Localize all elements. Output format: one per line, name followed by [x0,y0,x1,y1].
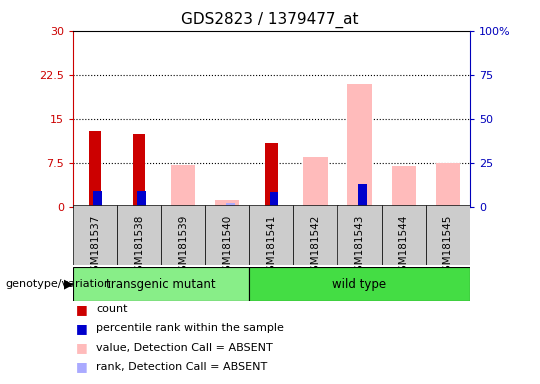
Text: GSM181539: GSM181539 [178,214,188,278]
Bar [205,205,249,265]
Text: value, Detection Call = ABSENT: value, Detection Call = ABSENT [96,343,273,353]
Bar [358,184,367,207]
Bar [73,267,249,301]
Bar [171,165,195,207]
Text: ▶: ▶ [64,278,73,291]
Bar [249,205,293,265]
Bar [293,205,338,265]
Text: GSM181538: GSM181538 [134,214,144,278]
Text: transgenic mutant: transgenic mutant [106,278,216,291]
Text: GSM181541: GSM181541 [266,214,276,278]
Bar [269,192,279,207]
Bar [265,142,278,207]
Text: GSM181544: GSM181544 [399,214,409,278]
Text: rank, Detection Call = ABSENT: rank, Detection Call = ABSENT [96,362,267,372]
Bar [426,205,470,265]
Bar [117,205,161,265]
Bar [436,163,460,207]
Text: GDS2823 / 1379477_at: GDS2823 / 1379477_at [181,12,359,28]
Text: GSM181537: GSM181537 [90,214,100,278]
Text: GSM181545: GSM181545 [443,214,453,278]
Bar [249,267,470,301]
Text: GSM181540: GSM181540 [222,214,232,278]
Bar [133,134,145,207]
Bar [382,205,426,265]
Bar [89,131,101,207]
Bar [215,200,239,207]
Text: count: count [96,304,127,314]
Text: percentile rank within the sample: percentile rank within the sample [96,323,284,333]
Bar [347,84,372,207]
Text: ■: ■ [76,303,87,316]
Bar [226,204,235,207]
Text: GSM181543: GSM181543 [355,214,365,278]
Bar [303,157,328,207]
Bar [73,205,117,265]
Bar [392,166,416,207]
Text: wild type: wild type [333,278,387,291]
Bar [161,205,205,265]
Text: ■: ■ [76,360,87,373]
Bar [93,190,102,207]
Text: ■: ■ [76,341,87,354]
Text: GSM181542: GSM181542 [310,214,320,278]
Bar [137,190,146,207]
Bar [338,205,382,265]
Text: genotype/variation: genotype/variation [5,279,111,289]
Text: ■: ■ [76,322,87,335]
